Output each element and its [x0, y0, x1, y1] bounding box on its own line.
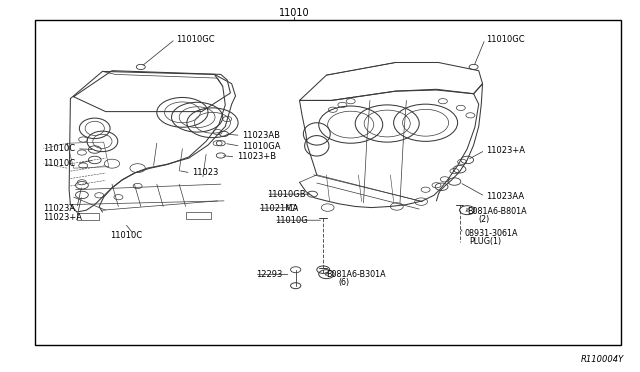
Text: (6): (6) — [338, 278, 349, 287]
Text: 11023+A: 11023+A — [486, 146, 525, 155]
Bar — [77, 213, 99, 220]
Bar — [35, 20, 621, 345]
Text: 11023: 11023 — [192, 169, 218, 177]
Text: B081A6-B301A: B081A6-B301A — [326, 270, 386, 279]
Text: 11010C: 11010C — [44, 144, 76, 153]
Text: B: B — [465, 208, 469, 213]
Text: 08931-3061A: 08931-3061A — [465, 229, 518, 238]
Text: 11010GC: 11010GC — [176, 35, 214, 44]
Text: (2): (2) — [479, 215, 490, 224]
Text: 11023A: 11023A — [44, 204, 76, 213]
Text: R110004Y: R110004Y — [580, 355, 624, 364]
Text: 11021MA: 11021MA — [259, 204, 298, 213]
Text: 11010C: 11010C — [44, 159, 76, 168]
Text: 11023+A: 11023+A — [44, 213, 83, 222]
Text: PLUG(1): PLUG(1) — [469, 237, 501, 246]
Text: 11010G: 11010G — [275, 216, 308, 225]
Text: 11010GA: 11010GA — [242, 142, 280, 151]
Text: 11010C: 11010C — [110, 231, 142, 240]
Text: B: B — [324, 272, 328, 277]
Text: 11023AA: 11023AA — [486, 192, 525, 201]
Text: 11023+B: 11023+B — [237, 153, 276, 161]
Bar — [186, 212, 211, 219]
Text: 11023AB: 11023AB — [242, 131, 280, 140]
Text: 11010GB: 11010GB — [268, 190, 306, 199]
Text: 11010GC: 11010GC — [486, 35, 525, 44]
Text: 11010: 11010 — [279, 8, 310, 18]
Text: 12293: 12293 — [256, 270, 282, 279]
Text: B081A6-B801A: B081A6-B801A — [467, 207, 527, 216]
